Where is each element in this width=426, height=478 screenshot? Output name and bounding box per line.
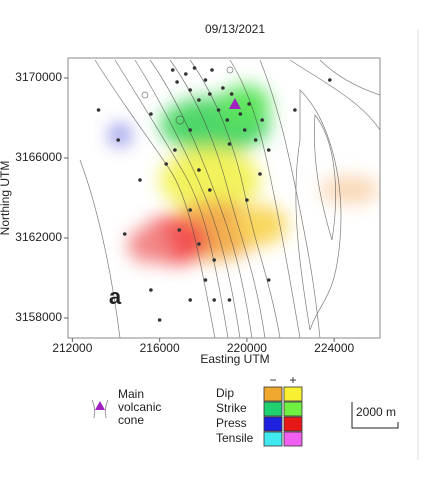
earthquake: [247, 102, 251, 106]
earthquake: [210, 68, 214, 72]
earthquake: [238, 112, 243, 116]
earthquake: [157, 318, 162, 322]
legend-swatch: [283, 386, 303, 402]
earthquake: [188, 128, 192, 132]
sign-label: −: [269, 373, 276, 387]
legend-swatch: [263, 386, 283, 402]
legend-swatch: [283, 431, 303, 447]
earthquake: [245, 198, 249, 202]
earthquake: [177, 228, 182, 232]
earthquake: [258, 172, 262, 176]
panel-label: a: [109, 284, 122, 309]
earthquake: [149, 112, 153, 116]
scale-label: 2000 m: [356, 405, 396, 419]
x-tick-label: 212000: [52, 341, 92, 355]
earthquake: [328, 78, 332, 82]
legend-label: Strike: [216, 401, 247, 415]
earthquake: [188, 298, 192, 302]
volcanic-vent: [228, 98, 241, 109]
plot-layer: 212000 216000 220000 224000 3158000 3162000 31…: [15, 66, 355, 355]
earthquake: [212, 258, 216, 262]
earthquake: [216, 108, 221, 112]
earthquake: [293, 108, 297, 112]
x-tick-label: 216000: [140, 341, 180, 355]
earthquake: [242, 128, 247, 132]
earthquake: [149, 288, 153, 292]
legend-swatch: [263, 416, 283, 432]
earthquake: [229, 92, 234, 96]
earthquake: [188, 208, 192, 212]
earthquake: [116, 138, 120, 142]
title: 09/13/2021: [205, 22, 265, 36]
legend-label: Dip: [216, 386, 234, 400]
earthquake: [212, 298, 216, 302]
legend-label: Press: [216, 416, 247, 430]
x-tick-label: 220000: [227, 341, 267, 355]
earthquake: [197, 242, 201, 246]
legend-cone-label: Main volcanic cone: [118, 387, 162, 427]
earthquake: [227, 142, 232, 146]
earthquake: [192, 66, 197, 70]
y-tick-label: 3162000: [15, 230, 62, 244]
earthquake: [208, 188, 212, 192]
earthquake: [253, 138, 258, 142]
earthquake: [225, 118, 230, 122]
earthquake: [208, 92, 212, 96]
sign-label: +: [289, 373, 296, 387]
earthquake: [197, 98, 201, 102]
legend-cone-symbol: [91, 399, 109, 419]
earthquake: [175, 80, 179, 84]
legend-swatch: [283, 416, 303, 432]
earthquake: [266, 148, 271, 152]
earthquake: [197, 168, 201, 172]
earthquake: [260, 118, 264, 122]
earthquake: [188, 88, 192, 92]
earthquake: [173, 148, 177, 152]
legend-swatch: [263, 401, 283, 417]
earthquake: [227, 298, 232, 302]
legend-label: Tensile: [216, 431, 254, 445]
earthquake: [138, 178, 142, 182]
legend-swatch: [263, 431, 283, 447]
legend-swatch: [283, 401, 303, 417]
plot-frame: [67, 57, 381, 339]
y-tick-label: 3158000: [15, 310, 62, 324]
y-tick-label: 3170000: [15, 70, 62, 84]
earthquake: [184, 72, 188, 76]
earthquake: [170, 68, 175, 72]
earthquake: [122, 232, 127, 236]
scale-bar: [351, 402, 399, 429]
x-axis-label: Easting UTM: [200, 352, 269, 366]
map-background: [68, 58, 380, 338]
earthquake: [203, 78, 208, 82]
earthquake: [164, 162, 168, 166]
earthquake: [203, 278, 208, 282]
earthquake: [266, 278, 271, 282]
earthquake: [96, 108, 101, 112]
x-tick-label: 224000: [314, 341, 354, 355]
y-tick-label: 3166000: [15, 150, 62, 164]
y-axis-label: Northing UTM: [0, 161, 12, 236]
earthquake: [221, 86, 225, 90]
